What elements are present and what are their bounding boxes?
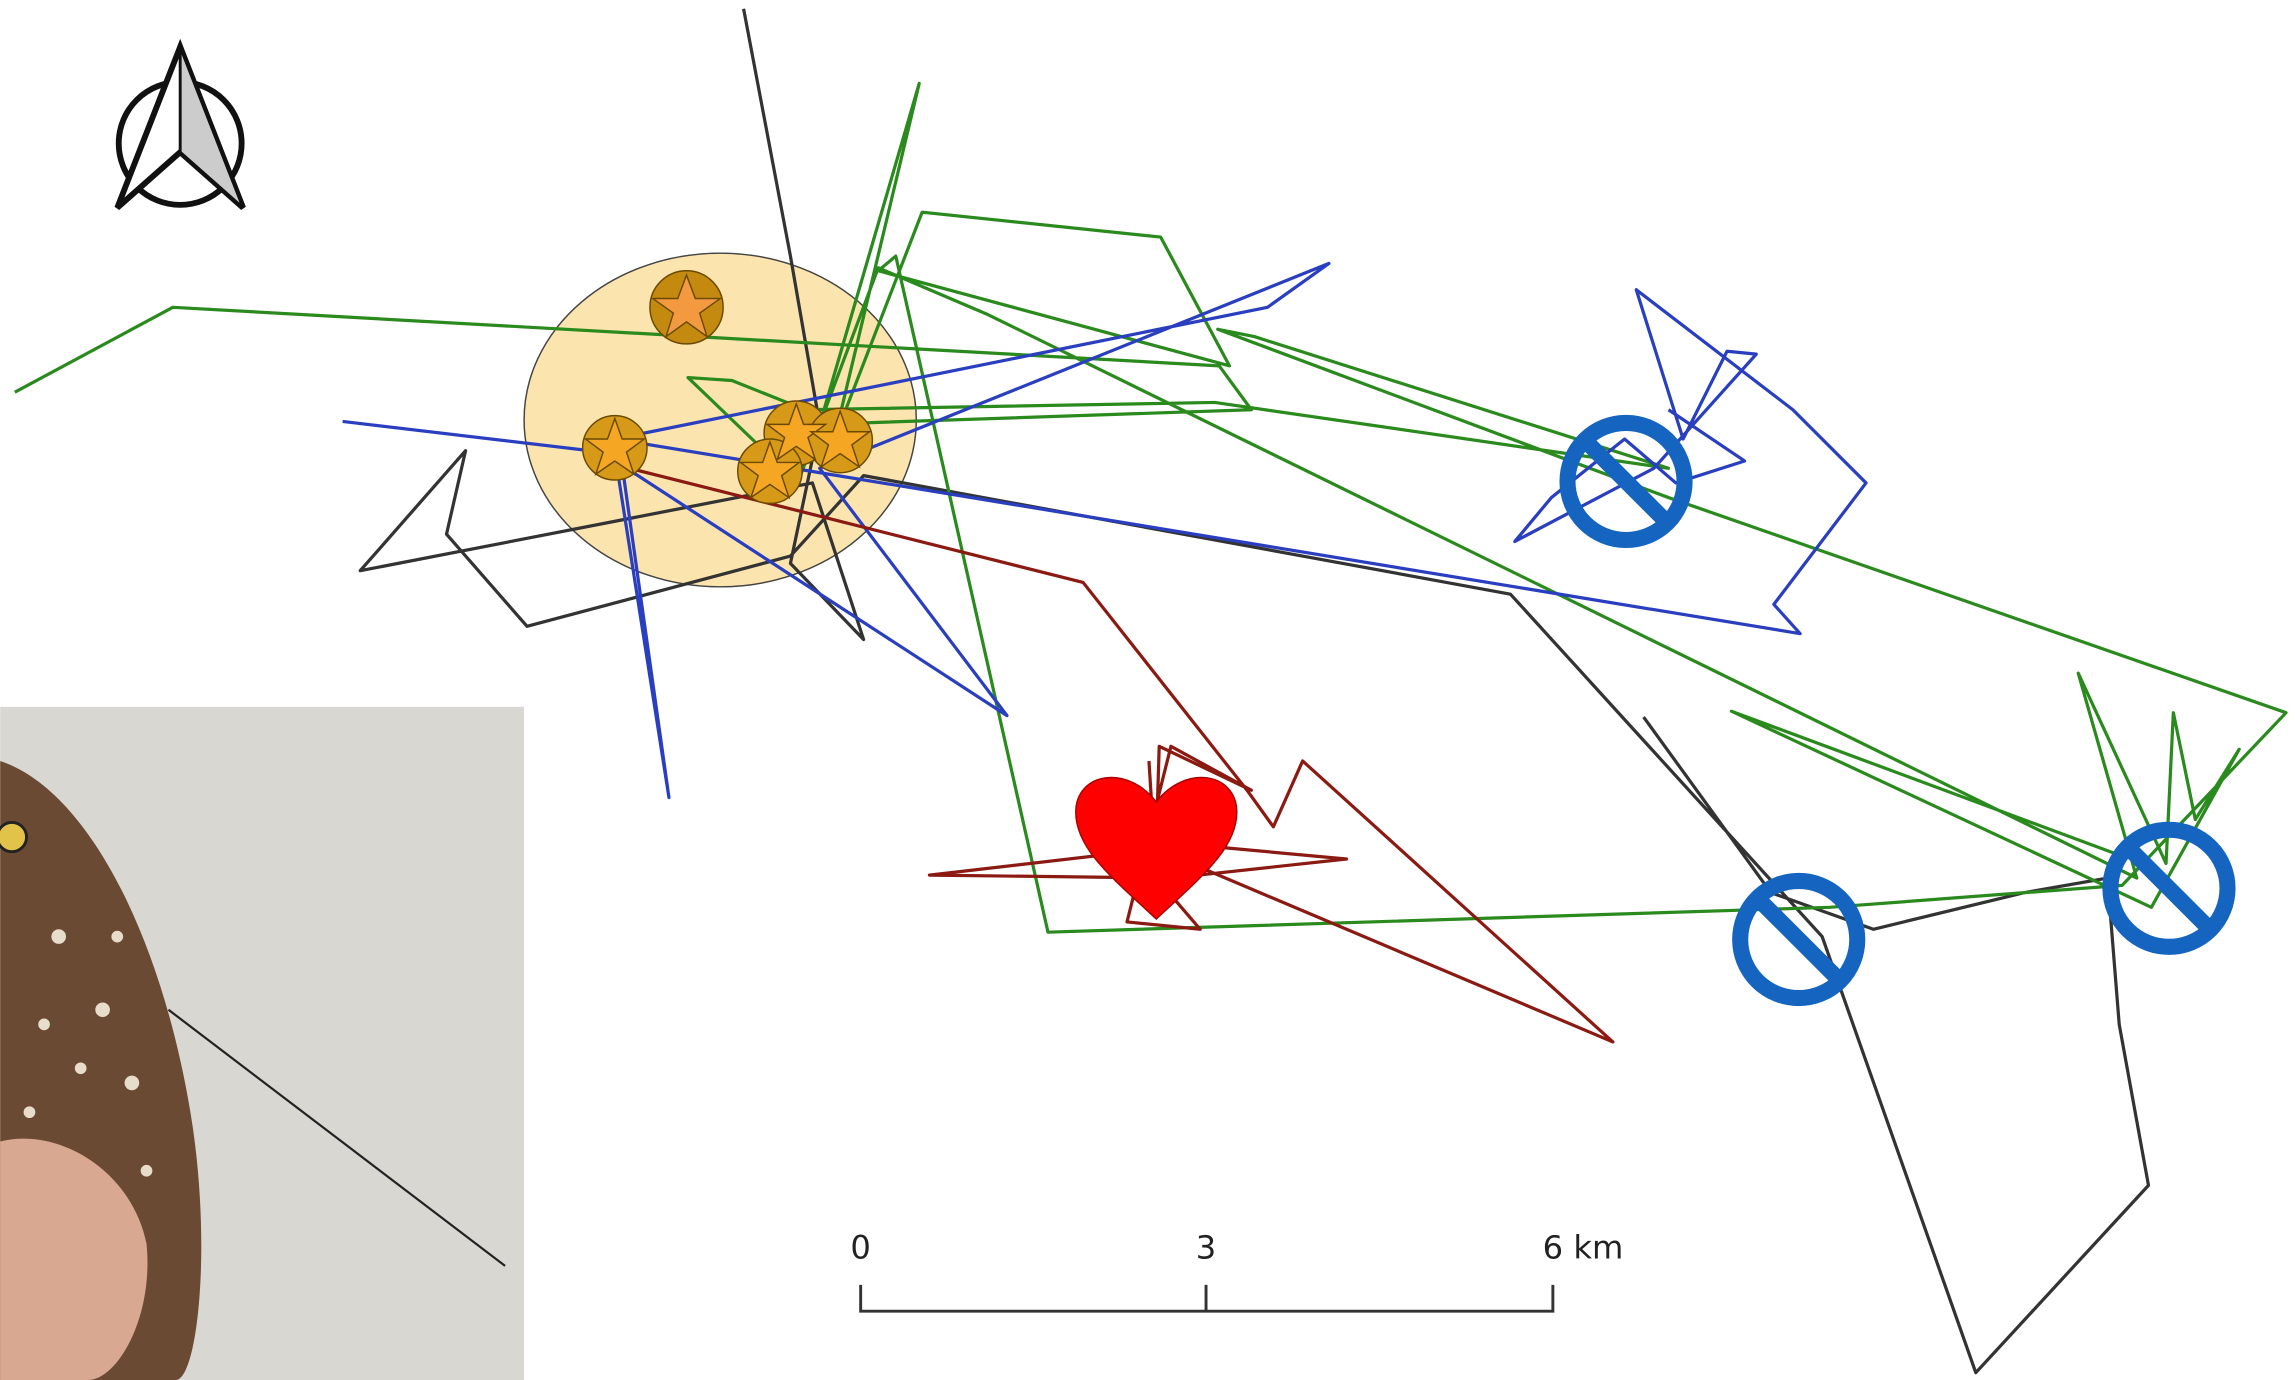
- track-black: [358, 8, 2151, 1375]
- scale-bar: [859, 1284, 1555, 1313]
- site-markers: [581, 270, 874, 505]
- track-red: [629, 466, 1615, 1044]
- scale-label: 6 km: [1543, 1229, 1624, 1267]
- scale-label: 3: [1196, 1229, 1216, 1267]
- north-arrow: [114, 38, 246, 210]
- owl-photo: [0, 706, 525, 1380]
- track-green: [14, 81, 2288, 934]
- no-symbols: [1559, 414, 2236, 1007]
- scale-label: 0: [850, 1229, 870, 1267]
- heart-icon: [1075, 776, 1238, 921]
